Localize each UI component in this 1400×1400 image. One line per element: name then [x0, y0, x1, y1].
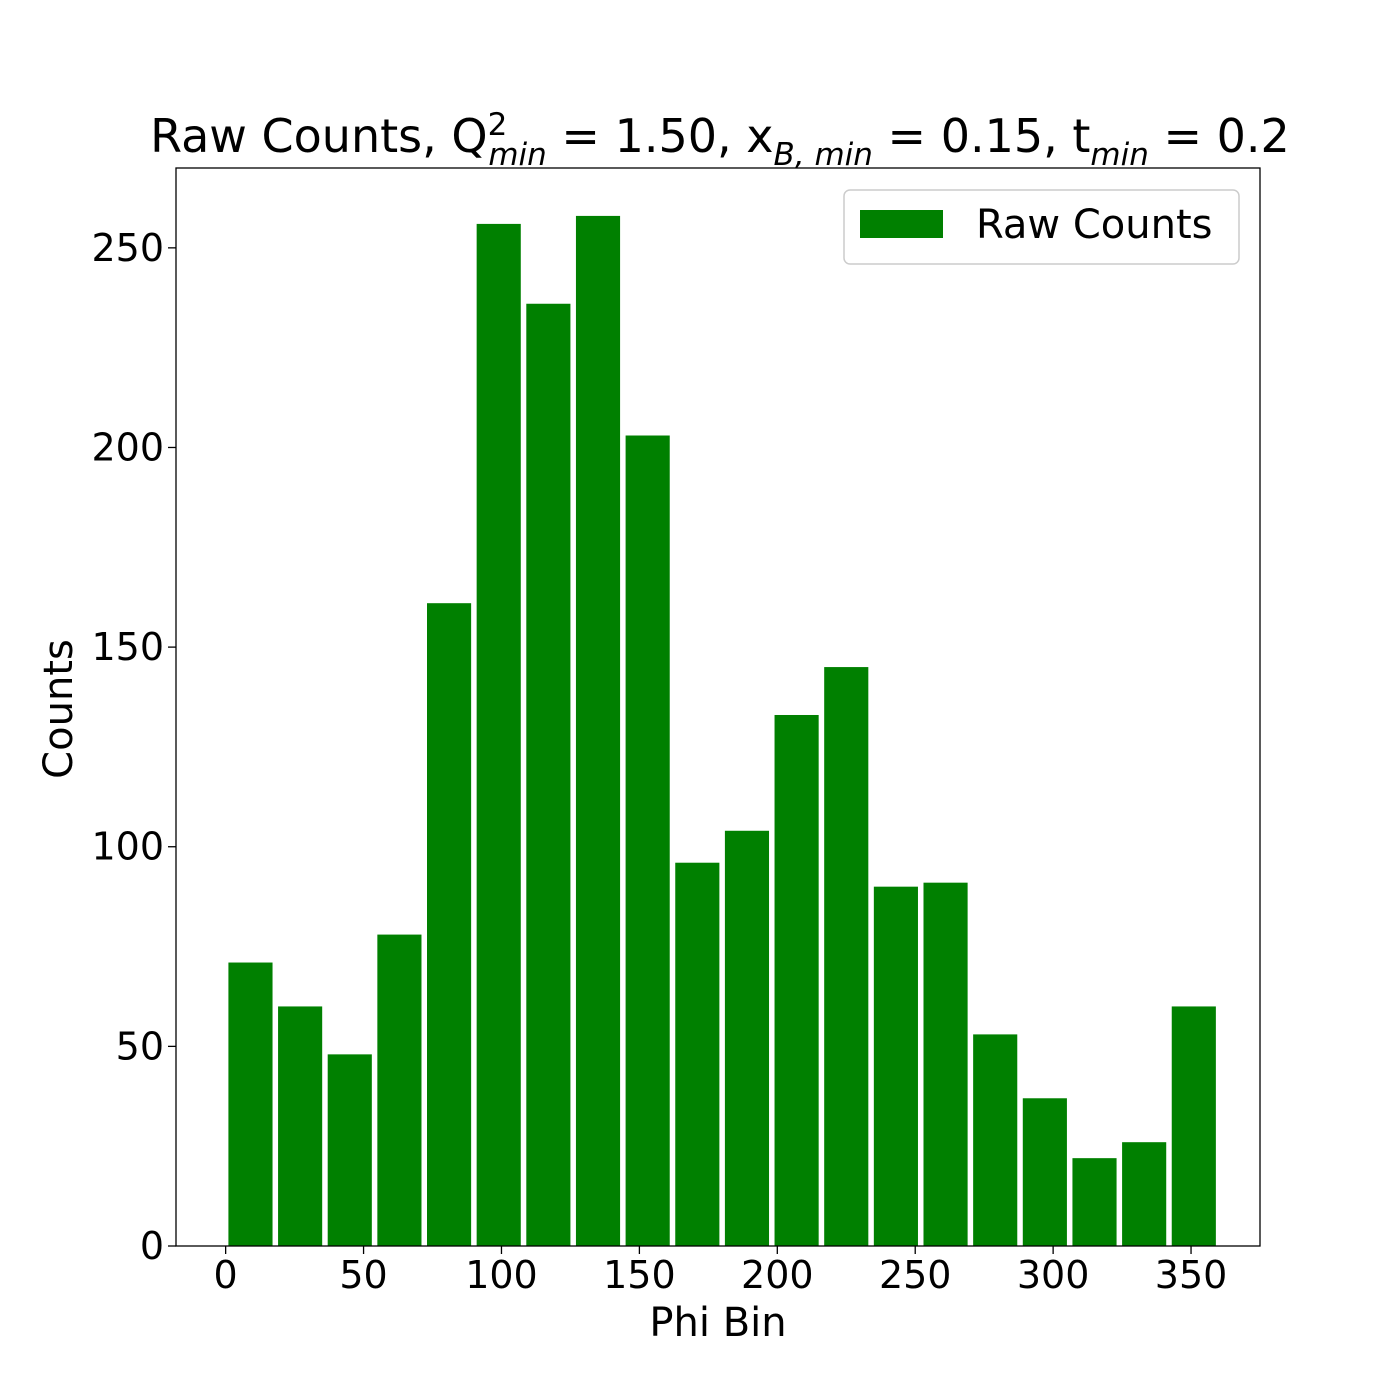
bar: [675, 862, 720, 1246]
bar: [327, 1054, 372, 1246]
bar: [1072, 1158, 1117, 1246]
bar: [923, 882, 968, 1246]
bar: [1122, 1142, 1167, 1246]
bar: [575, 215, 621, 1246]
x-tick-label: 0: [214, 1253, 238, 1297]
bar: [278, 1006, 323, 1246]
y-tick-label: 150: [91, 625, 164, 669]
y-axis-label: Counts: [36, 639, 82, 779]
y-tick-label: 50: [116, 1024, 164, 1068]
x-tick-label: 100: [465, 1253, 538, 1297]
bar: [1171, 1006, 1216, 1246]
bar: [873, 886, 918, 1246]
bar: [1022, 1098, 1067, 1246]
x-tick-label: 250: [879, 1253, 952, 1297]
legend-swatch: [860, 210, 943, 238]
plot-frame: [175, 167, 1261, 1247]
bar: [724, 830, 770, 1246]
bar: [824, 667, 869, 1246]
bars-group: [228, 215, 1216, 1246]
chart-title: Raw Counts, Q2 min = 1.50, xB, min = 0.15…: [150, 107, 1290, 173]
x-tick-label: 300: [1017, 1253, 1090, 1297]
legend-label: Raw Counts: [976, 202, 1212, 248]
x-axis-ticks: 0 50 100 150 200 250 300 350: [214, 1246, 1228, 1297]
y-tick-label: 250: [91, 226, 164, 270]
x-axis-label: Phi Bin: [649, 1300, 786, 1346]
bar: [625, 435, 670, 1246]
bar: [228, 962, 273, 1246]
x-tick-label: 200: [741, 1253, 814, 1297]
bar: [377, 934, 422, 1246]
x-tick-label: 150: [603, 1253, 676, 1297]
x-tick-label: 350: [1155, 1253, 1228, 1297]
bar: [526, 303, 571, 1246]
bar: [427, 603, 472, 1246]
bar: [476, 223, 521, 1246]
y-tick-label: 0: [140, 1224, 164, 1268]
bar: [973, 1034, 1018, 1246]
y-tick-label: 100: [91, 825, 164, 869]
bar: [774, 714, 819, 1246]
legend: Raw Counts: [843, 189, 1240, 265]
y-axis-ticks: 0 50 100 150 200 250: [91, 226, 176, 1268]
y-tick-label: 200: [91, 425, 164, 469]
legend-box: [843, 189, 1240, 265]
x-tick-label: 50: [339, 1253, 387, 1297]
